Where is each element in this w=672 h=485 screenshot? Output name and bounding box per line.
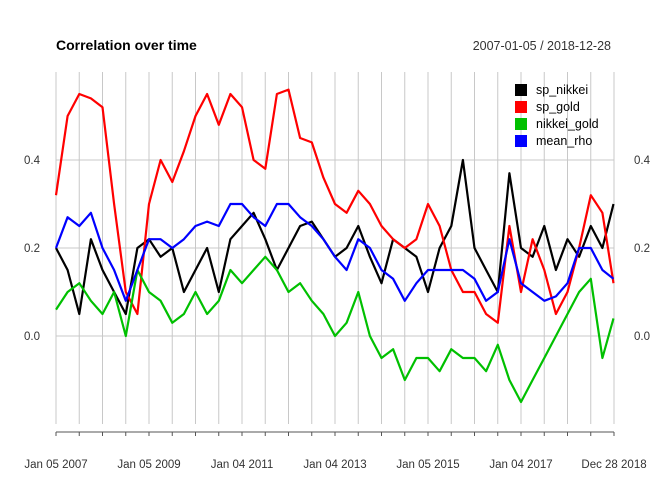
x-tick-label: Jan 05 2009: [117, 459, 180, 471]
x-tick-label: Jan 04 2013: [303, 459, 366, 471]
legend-swatch-mean-rho: [515, 135, 527, 147]
series-line-nikkei-gold: [55, 255, 615, 404]
legend: sp_nikkei sp_gold nikkei_gold mean_rho: [515, 83, 599, 148]
x-tick-label: Jan 04 2011: [211, 459, 273, 471]
x-tick-label: Jan 05 2007: [24, 459, 87, 471]
x-tick-label: Jan 05 2015: [396, 459, 459, 471]
y-tick-label-left: 0.2: [24, 243, 40, 255]
legend-label: nikkei_gold: [536, 117, 599, 131]
axes: Jan 05 2007 Jan 05 2009 Jan 04 2011 Jan 04 …: [24, 155, 651, 471]
legend-label: sp_gold: [536, 100, 580, 114]
date-range-label: 2007-01-05 / 2018-12-28: [473, 39, 611, 53]
x-tick-label: Jan 04 2017: [489, 459, 552, 471]
legend-label: sp_nikkei: [536, 83, 588, 97]
legend-swatch-nikkei-gold: [515, 118, 527, 130]
series-line-sp-gold: [54, 88, 615, 324]
chart-title: Correlation over time: [56, 37, 197, 53]
y-tick-label-right: 0.4: [634, 155, 651, 167]
y-tick-label-left: 0.4: [24, 155, 41, 167]
grid-lines: [55, 72, 615, 424]
legend-label: mean_rho: [536, 134, 592, 148]
y-tick-label-right: 0.2: [634, 243, 650, 255]
y-tick-label-left: 0.0: [24, 331, 40, 343]
x-tick-label: Dec 28 2018: [581, 459, 646, 471]
series-line-mean-rho: [54, 202, 615, 302]
y-tick-label-right: 0.0: [634, 331, 650, 343]
legend-swatch-sp-gold: [515, 101, 527, 113]
series-lines: [54, 88, 615, 404]
legend-swatch-sp-nikkei: [515, 84, 527, 96]
